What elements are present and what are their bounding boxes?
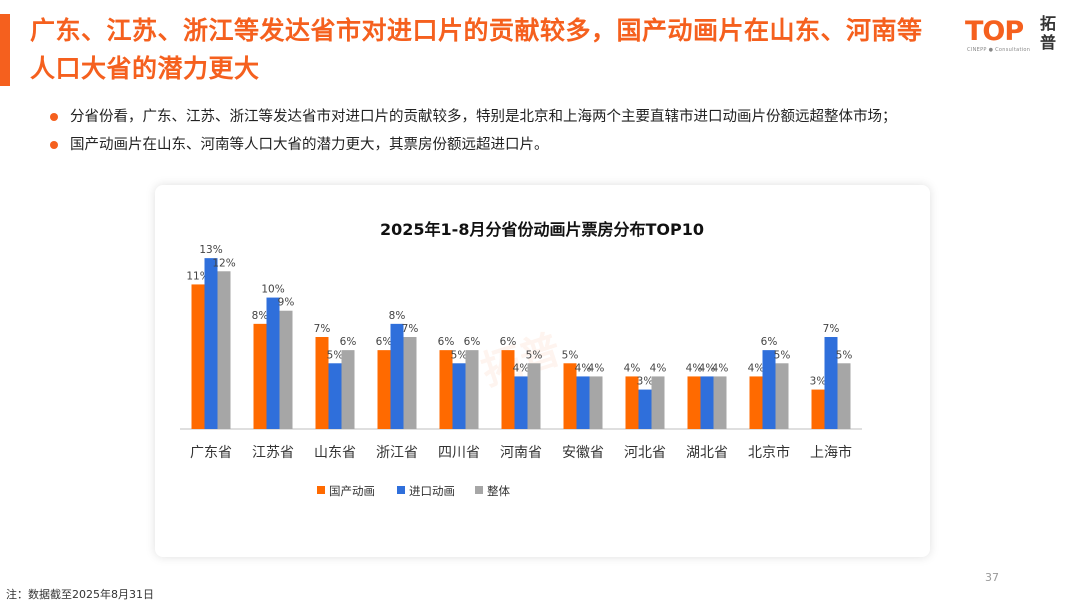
data-label: 5%: [451, 349, 468, 361]
logo-subtitle: CINEPP ● Consultation: [967, 47, 1031, 53]
bar-domestic: [811, 389, 825, 429]
data-label: 12%: [212, 257, 235, 269]
logo-mark: TOP: [965, 16, 1024, 47]
bar-overall: [837, 363, 851, 429]
data-label: 4%: [686, 362, 703, 374]
legend-swatch: [317, 486, 325, 494]
data-label: 3%: [810, 376, 827, 388]
legend-swatch: [475, 486, 483, 494]
data-label: 4%: [699, 362, 716, 374]
x-tick-label: 上海市: [810, 444, 852, 461]
data-label: 4%: [624, 362, 641, 374]
data-label: 4%: [588, 362, 605, 374]
data-label: 4%: [513, 362, 530, 374]
data-label: 8%: [252, 310, 269, 322]
data-label: 5%: [562, 349, 579, 361]
bullet-item: 国产动画片在山东、河南等人口大省的潜力更大，其票房份额远超进口片。: [50, 131, 1060, 159]
bar-imported: [452, 363, 466, 429]
bar-domestic: [749, 376, 763, 429]
page-title: 广东、江苏、浙江等发达省市对进口片的贡献较多，国产动画片在山东、河南等人口大省的…: [30, 16, 923, 83]
bar-overall: [527, 363, 541, 429]
x-tick-label: 湖北省: [686, 445, 728, 461]
bar-overall: [465, 350, 479, 429]
bar-domestic: [563, 363, 577, 429]
x-tick-label: 山东省: [314, 445, 356, 461]
bar-domestic: [625, 376, 639, 429]
data-label: 3%: [637, 376, 654, 388]
title-accent-bar: [0, 14, 10, 86]
data-label: 7%: [314, 323, 331, 335]
data-label: 4%: [748, 362, 765, 374]
bar-imported: [266, 297, 280, 429]
bar-domestic: [315, 337, 329, 429]
x-tick-label: 河南省: [500, 445, 542, 461]
x-tick-label: 浙江省: [376, 445, 418, 461]
bar-imported: [700, 376, 714, 429]
data-label: 5%: [836, 349, 853, 361]
x-tick-label: 河北省: [624, 445, 666, 461]
bar-domestic: [501, 350, 515, 429]
legend-label: 进口动画: [409, 484, 455, 498]
bar-imported: [824, 337, 838, 429]
footnote: 注：数据截至2025年8月31日: [6, 588, 154, 601]
bar-domestic: [439, 350, 453, 429]
x-tick-label: 江苏省: [252, 445, 294, 461]
bar-overall: [651, 376, 665, 429]
data-label: 6%: [340, 336, 357, 348]
x-tick-label: 安徽省: [562, 445, 604, 461]
bar-imported: [514, 376, 528, 429]
bar-overall: [713, 376, 727, 429]
data-label: 10%: [261, 284, 284, 296]
data-label: 13%: [199, 244, 222, 256]
data-label: 7%: [402, 323, 419, 335]
bar-imported: [390, 323, 404, 429]
logo-chinese-name: 拓普: [1040, 14, 1057, 52]
bar-imported: [204, 258, 218, 429]
x-tick-label: 四川省: [438, 445, 480, 461]
bar-overall: [217, 271, 231, 429]
summary-bullets: 分省份看，广东、江苏、浙江等发达省市对进口片的贡献较多，特别是北京和上海两个主要…: [50, 103, 1060, 159]
data-label: 4%: [650, 362, 667, 374]
data-label: 6%: [761, 336, 778, 348]
bar-overall: [403, 337, 417, 429]
data-label: 9%: [278, 297, 295, 309]
data-label: 6%: [376, 336, 393, 348]
x-tick-label: 北京市: [748, 444, 790, 461]
legend-label: 国产动画: [329, 484, 375, 498]
bar-overall: [589, 376, 603, 429]
data-label: 8%: [389, 310, 406, 322]
data-label: 7%: [823, 323, 840, 335]
bar-overall: [341, 350, 355, 429]
bar-overall: [279, 310, 293, 429]
legend-label: 整体: [487, 484, 510, 498]
data-label: 6%: [464, 336, 481, 348]
data-label: 5%: [774, 349, 791, 361]
bar-domestic: [377, 350, 391, 429]
x-tick-label: 广东省: [190, 445, 232, 461]
brand-logo: TOP 拓普 CINEPP ● Consultation: [965, 14, 1065, 54]
bar-imported: [576, 376, 590, 429]
bar-domestic: [191, 284, 205, 429]
bar-imported: [638, 389, 652, 429]
data-label: 6%: [438, 336, 455, 348]
data-label: 11%: [186, 270, 209, 282]
data-label: 5%: [327, 349, 344, 361]
data-label: 5%: [526, 349, 543, 361]
page-number: 37: [985, 571, 999, 584]
bar-imported: [762, 350, 776, 429]
bar-imported: [328, 363, 342, 429]
chart-title: 2025年1-8月分省份动画片票房分布TOP10: [380, 220, 704, 239]
bar-domestic: [687, 376, 701, 429]
legend-swatch: [397, 486, 405, 494]
bar-domestic: [253, 323, 267, 429]
bullet-item: 分省份看，广东、江苏、浙江等发达省市对进口片的贡献较多，特别是北京和上海两个主要…: [50, 103, 1060, 131]
data-label: 6%: [500, 336, 517, 348]
bar-overall: [775, 363, 789, 429]
data-label: 4%: [575, 362, 592, 374]
bar-chart: 2025年1-8月分省份动画片票房分布TOP10 11% 13%12% 广东省 8% 10…: [180, 220, 862, 498]
data-label: 4%: [712, 362, 729, 374]
